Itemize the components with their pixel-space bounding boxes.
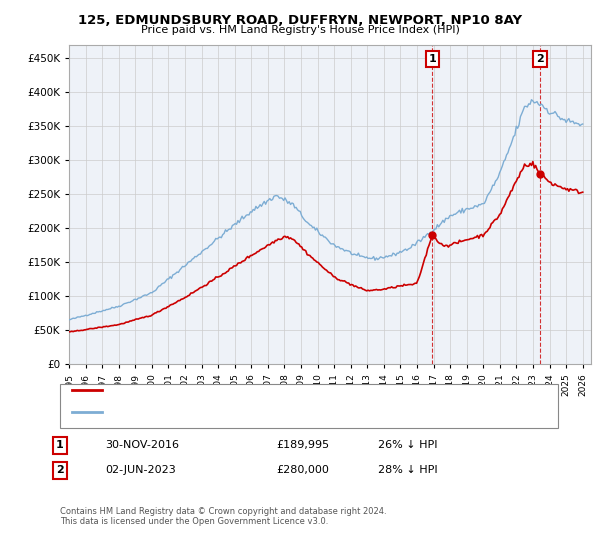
Text: Contains HM Land Registry data © Crown copyright and database right 2024.
This d: Contains HM Land Registry data © Crown c…: [60, 507, 386, 526]
Text: 125, EDMUNDSBURY ROAD, DUFFRYN, NEWPORT, NP10 8AY (detached house): 125, EDMUNDSBURY ROAD, DUFFRYN, NEWPORT,…: [111, 385, 493, 395]
Text: HPI: Average price, detached house, Newport: HPI: Average price, detached house, Newp…: [111, 407, 333, 417]
Text: 1: 1: [56, 440, 64, 450]
Text: 28% ↓ HPI: 28% ↓ HPI: [378, 465, 437, 475]
Text: Price paid vs. HM Land Registry's House Price Index (HPI): Price paid vs. HM Land Registry's House …: [140, 25, 460, 35]
Text: £280,000: £280,000: [276, 465, 329, 475]
Text: 2: 2: [536, 54, 544, 64]
Text: 02-JUN-2023: 02-JUN-2023: [105, 465, 176, 475]
Text: 125, EDMUNDSBURY ROAD, DUFFRYN, NEWPORT, NP10 8AY: 125, EDMUNDSBURY ROAD, DUFFRYN, NEWPORT,…: [78, 14, 522, 27]
Text: 30-NOV-2016: 30-NOV-2016: [105, 440, 179, 450]
Text: 26% ↓ HPI: 26% ↓ HPI: [378, 440, 437, 450]
Text: £189,995: £189,995: [276, 440, 329, 450]
Text: 2: 2: [56, 465, 64, 475]
Text: 1: 1: [428, 54, 436, 64]
